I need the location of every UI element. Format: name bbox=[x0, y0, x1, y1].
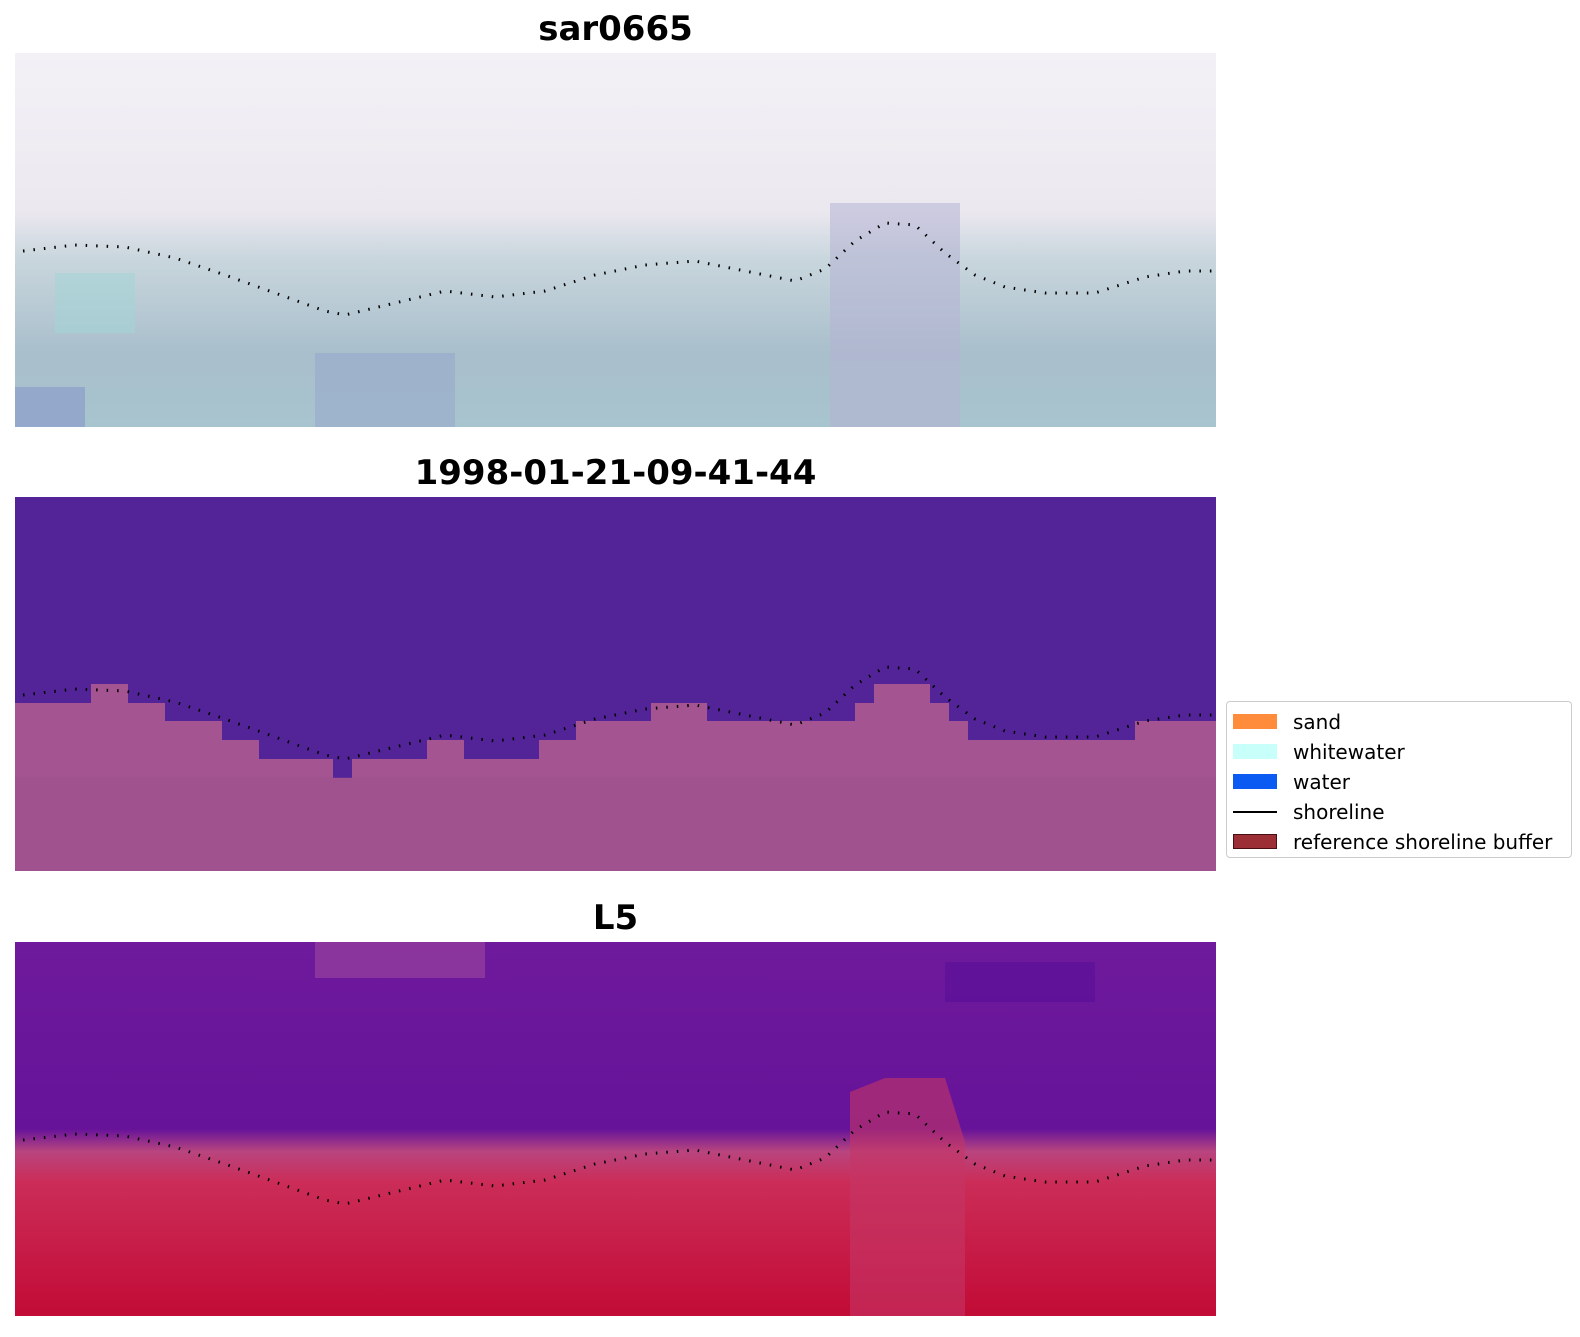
shoreline-line-swatch bbox=[1233, 811, 1277, 813]
legend-item-reference-buffer: reference shoreline buffer bbox=[1233, 829, 1569, 855]
shoreline-line bbox=[22, 665, 1216, 761]
legend-label: sand bbox=[1293, 710, 1342, 734]
shoreline-line bbox=[22, 221, 1216, 317]
legend-label: shoreline bbox=[1293, 800, 1385, 824]
classified-image-panel bbox=[15, 497, 1216, 871]
whitewater-swatch bbox=[1233, 744, 1277, 759]
rgb-image-panel bbox=[15, 53, 1216, 427]
legend-item-whitewater: whitewater bbox=[1233, 739, 1569, 765]
legend: sand whitewater water shoreline referenc… bbox=[1226, 701, 1572, 858]
legend-item-water: water bbox=[1233, 769, 1569, 795]
legend-item-shoreline: shoreline bbox=[1233, 799, 1569, 825]
legend-label: reference shoreline buffer bbox=[1293, 830, 1553, 854]
legend-label: water bbox=[1293, 770, 1350, 794]
panel-title-satname: L5 bbox=[592, 898, 639, 938]
water-swatch bbox=[1233, 774, 1277, 789]
legend-label: whitewater bbox=[1293, 740, 1405, 764]
panel-title-sar0665: sar0665 bbox=[538, 9, 693, 49]
reference-buffer-swatch bbox=[1233, 834, 1277, 849]
panel-title-date: 1998-01-21-09-41-44 bbox=[414, 453, 817, 493]
sand-swatch bbox=[1233, 714, 1277, 729]
legend-item-sand: sand bbox=[1233, 709, 1569, 735]
shoreline-line bbox=[22, 1110, 1216, 1206]
mndwi-image-panel bbox=[15, 942, 1216, 1316]
